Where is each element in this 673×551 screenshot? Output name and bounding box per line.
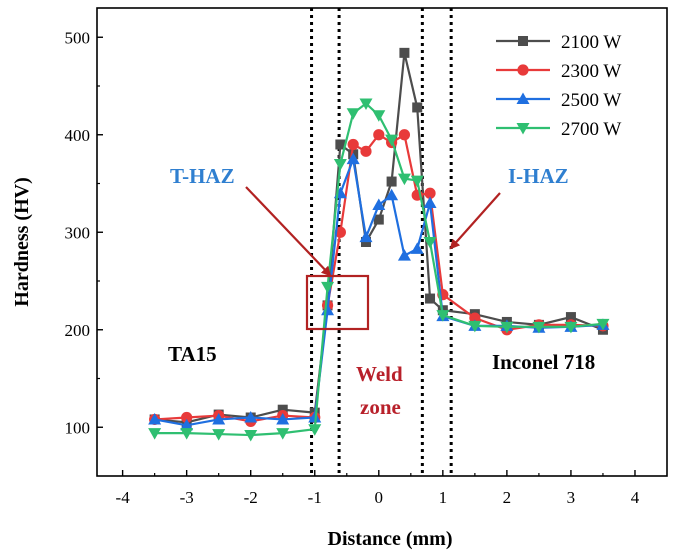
data-point — [244, 430, 258, 442]
data-point — [500, 321, 514, 334]
interface-highlight-box — [305, 274, 370, 331]
data-point — [360, 145, 372, 157]
series-2700-w — [148, 98, 610, 442]
data-point — [148, 412, 162, 425]
data-point — [212, 429, 226, 441]
legend-marker — [518, 36, 528, 46]
x-tick-label: 0 — [375, 488, 384, 507]
data-point — [372, 110, 386, 122]
legend-entry: 2500 W — [496, 90, 621, 111]
legend-marker — [516, 123, 530, 135]
data-point — [372, 198, 386, 210]
data-point — [244, 411, 258, 423]
data-point — [148, 428, 162, 440]
data-point — [334, 226, 346, 238]
annotations: T-HAZ I-HAZ TA15 Weld zone Inconel 718 — [168, 164, 595, 419]
data-point — [276, 412, 290, 425]
data-point — [410, 175, 424, 188]
y-tick-label: 200 — [65, 321, 91, 340]
data-point — [596, 318, 610, 331]
data-series — [148, 47, 610, 442]
data-point — [397, 249, 411, 261]
data-point — [276, 428, 290, 440]
ta15-label: TA15 — [168, 342, 217, 366]
data-point — [359, 98, 373, 111]
x-tick-label: -4 — [116, 488, 131, 507]
x-tick-label: 4 — [631, 488, 640, 507]
data-point — [373, 129, 385, 141]
data-point — [469, 312, 481, 324]
data-point — [347, 138, 359, 151]
inconel-718-label: Inconel 718 — [492, 350, 595, 374]
y-tick-label: 300 — [65, 223, 91, 242]
legend-entry: 2700 W — [496, 119, 621, 140]
data-point — [346, 152, 360, 165]
x-axis-title: Distance (mm) — [328, 528, 453, 550]
weld-zone-label-line1: Weld — [356, 362, 403, 386]
x-tick-label: 1 — [439, 488, 448, 507]
data-point — [333, 159, 347, 171]
x-tick-label: -3 — [180, 488, 194, 507]
data-point — [308, 411, 322, 423]
x-tick-label: -1 — [308, 488, 322, 507]
x-tick-label: 2 — [503, 488, 512, 507]
axes: -4 -3 -2 -1 0 1 2 3 4 100 200 300 400 500 Distance (mm… — [11, 7, 668, 550]
data-point — [412, 102, 423, 113]
legend-label: 2500 W — [561, 90, 621, 111]
data-point — [468, 320, 482, 333]
data-point — [424, 187, 436, 199]
legend-label: 2300 W — [561, 61, 621, 82]
data-point — [385, 188, 399, 201]
data-point — [180, 428, 194, 440]
legend-label: 2100 W — [561, 32, 621, 53]
x-tick-label: 3 — [567, 488, 576, 507]
data-point — [386, 176, 397, 187]
data-point — [397, 173, 411, 186]
data-point — [398, 129, 411, 141]
data-point — [425, 293, 436, 304]
data-point — [436, 310, 450, 322]
y-tick-label: 400 — [65, 126, 91, 145]
data-point — [346, 108, 360, 120]
data-point — [321, 281, 335, 294]
data-point — [335, 139, 346, 150]
data-point — [565, 312, 576, 323]
x-tick-label: -2 — [244, 488, 258, 507]
legend-marker — [516, 92, 530, 104]
i-haz-arrow — [449, 192, 501, 250]
t-haz-label: T-HAZ — [170, 164, 235, 188]
legend: 2100 W 2300 W 2500 W 2700 W — [496, 32, 621, 140]
legend-entry: 2300 W — [496, 61, 621, 82]
data-point — [212, 412, 226, 425]
data-point — [277, 404, 288, 415]
data-point — [181, 411, 193, 424]
legend-marker — [517, 64, 529, 76]
legend-entry: 2100 W — [496, 32, 621, 53]
weld-zone-label-line2: zone — [360, 395, 401, 419]
data-point — [423, 237, 437, 249]
data-point — [410, 242, 424, 254]
plot-frame — [96, 7, 668, 477]
y-axis-title: Hardness (HV) — [11, 177, 33, 306]
i-haz-label: I-HAZ — [508, 164, 569, 188]
data-point — [359, 230, 373, 243]
data-point — [308, 424, 322, 436]
data-point — [385, 134, 399, 147]
data-point — [180, 418, 194, 431]
legend-label: 2700 W — [561, 119, 621, 140]
data-point — [423, 196, 437, 208]
t-haz-arrow — [245, 186, 332, 277]
data-point — [399, 47, 410, 58]
data-point — [532, 321, 546, 334]
data-point — [564, 321, 578, 334]
series-2500-w — [148, 152, 610, 431]
y-tick-label: 100 — [65, 418, 91, 437]
data-point — [373, 214, 384, 225]
y-tick-label: 500 — [65, 28, 91, 47]
